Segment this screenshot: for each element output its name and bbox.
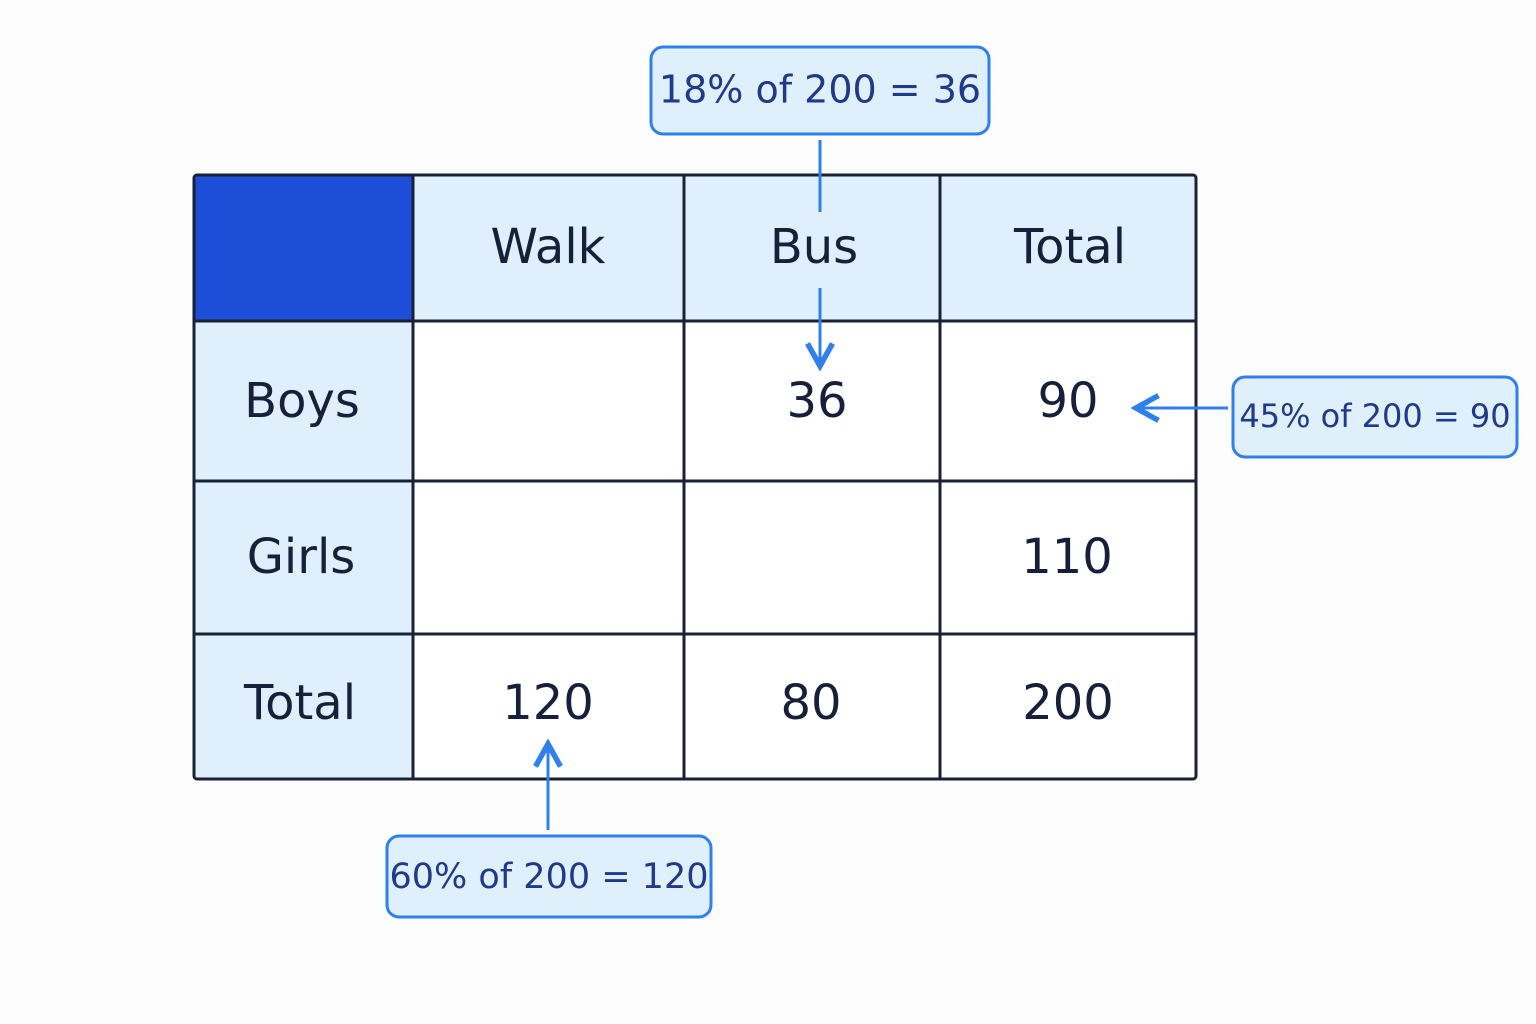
column-header: Total	[1013, 219, 1126, 275]
annotation-text: 60% of 200 = 120	[390, 857, 709, 897]
column-header: Walk	[491, 219, 606, 275]
annotation-box	[385, 834, 713, 919]
annotation-box	[649, 45, 991, 136]
cell-value: 80	[780, 675, 841, 731]
corner-cell	[194, 175, 413, 321]
table-grid	[192, 173, 1198, 781]
cell-value: 200	[1022, 675, 1114, 731]
row-header: Boys	[244, 373, 360, 429]
annotation-box	[1231, 375, 1519, 459]
row-header: Girls	[247, 529, 356, 585]
header-bg	[413, 175, 1196, 321]
cell-value: 120	[502, 675, 594, 731]
cell-value: 90	[1037, 373, 1098, 429]
row-header-bg	[194, 321, 413, 779]
cell-value: 110	[1021, 529, 1113, 585]
column-header: Bus	[770, 219, 858, 275]
cell-value: 36	[786, 373, 847, 429]
row-header: Total	[243, 675, 356, 731]
annotation-text: 45% of 200 = 90	[1239, 397, 1510, 435]
annotation-text: 18% of 200 = 36	[659, 68, 981, 112]
